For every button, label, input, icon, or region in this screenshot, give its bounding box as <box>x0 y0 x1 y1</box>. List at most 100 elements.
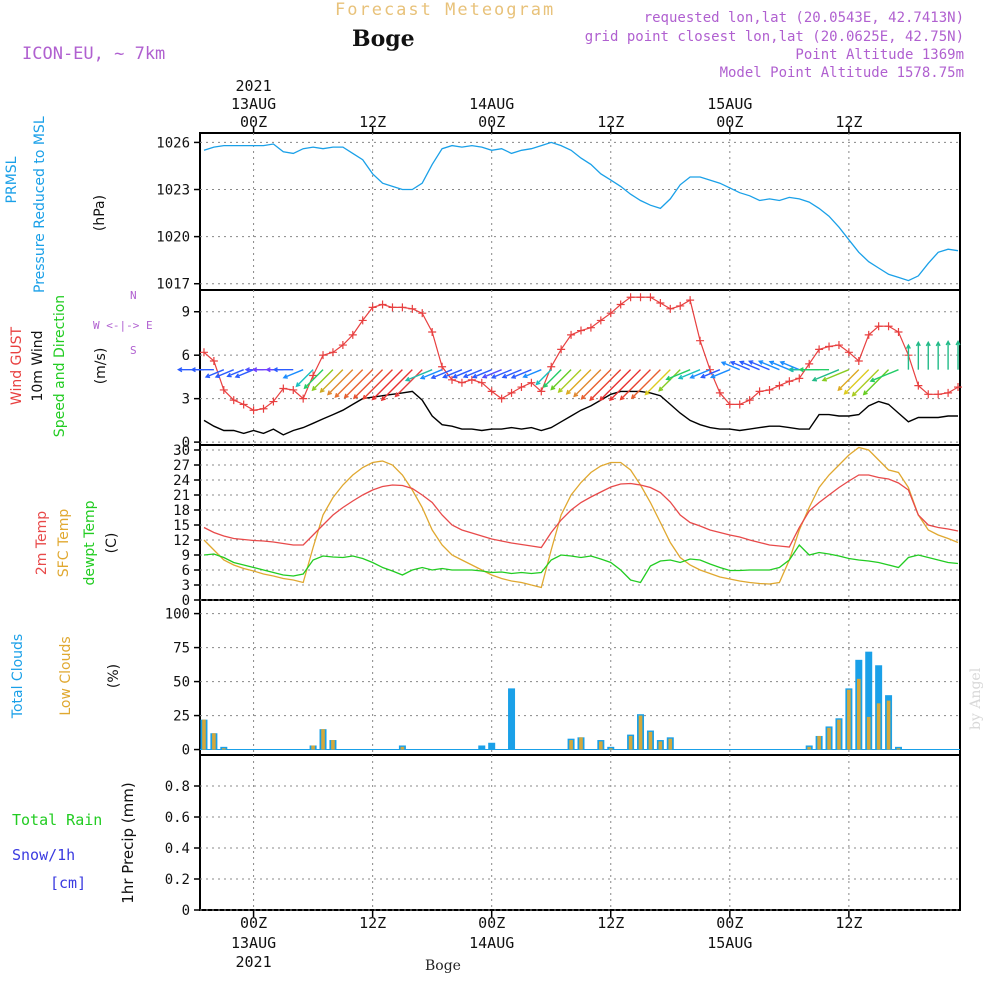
wind-arrow-head <box>481 373 488 379</box>
wind-arrow <box>550 369 572 391</box>
wind-arrow-shaft <box>558 369 582 393</box>
wind-arrow <box>580 369 612 400</box>
y-tick-label: 21 <box>173 488 190 504</box>
wind-arrow-head <box>490 374 497 379</box>
wind-arrow-shaft <box>420 369 443 379</box>
wind-label: 10m Wind <box>30 330 46 402</box>
wind-arrow-head <box>619 395 625 401</box>
wind-arrow-shaft <box>739 361 760 371</box>
low-cloud-bar <box>311 745 315 750</box>
wind-arrow <box>430 369 453 380</box>
gust-marker <box>666 304 675 313</box>
wind-arrow-head <box>658 386 664 392</box>
wind-arrow-head <box>272 367 278 373</box>
y-tick-label: 9 <box>182 548 190 564</box>
gust-marker <box>834 341 843 350</box>
wind-arrow-shaft <box>536 369 552 385</box>
wind-arrow <box>798 367 830 373</box>
gust-marker <box>715 388 724 397</box>
wind-arrow-head <box>630 394 636 400</box>
wind-arrow-head <box>644 390 650 396</box>
wind-arrow <box>490 369 512 379</box>
wind-arrow-head <box>689 374 695 379</box>
gust-marker <box>616 300 625 309</box>
low-cloud-bar <box>827 727 831 750</box>
gust-marker <box>338 341 347 350</box>
wind-arrow <box>573 369 602 398</box>
y-tick-label: 27 <box>173 458 190 474</box>
wind-arrow-head <box>851 391 857 397</box>
y-tick-label: 12 <box>173 533 190 549</box>
wind-arrow-head <box>573 392 579 398</box>
wind-arrow-head <box>580 394 586 400</box>
wind-arrow-shaft <box>822 369 850 382</box>
wind-arrow-head <box>955 340 961 346</box>
gust-marker <box>944 388 953 397</box>
wind-arrow-shaft <box>844 369 870 395</box>
wind-arrow-head <box>226 372 232 378</box>
wind-arrow <box>404 369 433 382</box>
y-tick-label: 50 <box>173 675 190 691</box>
temp2m-line <box>203 474 959 549</box>
wind-arrow <box>811 369 840 382</box>
gust-marker <box>646 293 655 302</box>
y-tick-label: 1023 <box>156 183 190 199</box>
total-cloud-bar <box>607 746 615 750</box>
gust-marker <box>219 385 228 394</box>
wind-arrow <box>251 367 274 373</box>
wind-arrow-shaft <box>283 369 304 379</box>
total-cloud-bar <box>825 726 833 750</box>
gust-marker <box>636 293 645 302</box>
low-cloud-bar <box>886 700 891 750</box>
wind-arrow-shaft <box>320 369 344 393</box>
y-tick-label: 0.8 <box>165 779 190 795</box>
wind-arrow-head <box>738 360 745 366</box>
wind-arrow-head <box>442 373 448 379</box>
wind-arrow-shaft <box>344 369 374 399</box>
wind-arrow-shaft <box>780 361 800 371</box>
wind-arrow-shaft <box>523 369 542 378</box>
gust-marker <box>358 316 367 325</box>
y-tick-label: 1017 <box>156 277 190 293</box>
gust-marker <box>368 303 377 312</box>
wind-arrow-shaft <box>645 369 671 395</box>
y-tick-label: 30 <box>173 443 190 459</box>
wind-arrow-shaft <box>620 369 651 400</box>
wind-arrow-head <box>798 367 804 373</box>
wind-arrow <box>630 369 661 400</box>
low-cloud-bar <box>847 689 851 750</box>
total-cloud-bar <box>488 742 496 750</box>
low-cloud-bar <box>648 731 653 750</box>
gust-marker <box>894 328 903 337</box>
wind-arrow <box>311 369 334 392</box>
wind-arrow-shaft <box>327 369 354 395</box>
wind-arrow-shaft <box>550 369 572 390</box>
wind-arrow-shaft <box>304 369 324 389</box>
wind-arrow-head <box>905 343 911 349</box>
panel-frame-5 <box>199 754 961 911</box>
y-tick-label: 0 <box>182 903 190 919</box>
time-label-bottom: 00Z <box>240 914 267 932</box>
gust-marker <box>725 400 734 409</box>
panel-frame-2 <box>199 289 961 446</box>
time-label-bottom: 12Z <box>835 914 862 932</box>
wind-arrow-shaft <box>658 369 681 392</box>
wind-arrow-shaft <box>870 369 899 382</box>
gust-marker <box>537 387 546 396</box>
wind-arrow-head <box>510 374 517 379</box>
wind-arrow-head <box>177 367 183 373</box>
gust-marker <box>755 387 764 396</box>
wind-arrow <box>565 369 592 395</box>
time-label-bottom: 00Z <box>716 914 743 932</box>
y-tick-label: 6 <box>182 348 190 364</box>
wind-arrow-shaft <box>837 369 860 391</box>
wind-arrow-shaft <box>701 369 721 378</box>
wind-arrow-shaft <box>863 369 890 395</box>
gust-marker <box>477 378 486 387</box>
wind-arrow <box>935 340 941 370</box>
y-tick-label: 100 <box>165 607 190 623</box>
panel-frame-3 <box>199 444 961 601</box>
total-clouds-label: Total Clouds <box>10 633 26 719</box>
wind-arrow <box>905 343 911 370</box>
station-name: Boge <box>352 26 415 52</box>
